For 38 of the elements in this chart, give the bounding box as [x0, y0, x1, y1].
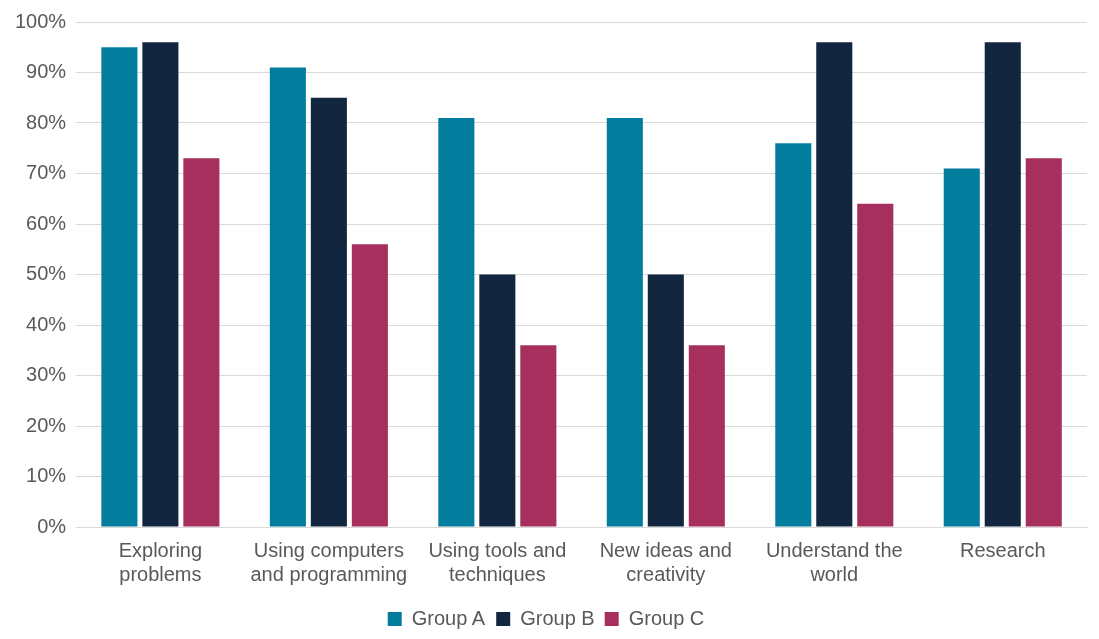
bar: [142, 42, 179, 527]
bar: [647, 274, 684, 527]
x-tick-label: Using tools and techniques: [428, 538, 567, 585]
bar: [943, 168, 980, 527]
y-tick-label: 80%: [26, 110, 67, 133]
y-tick-label: 20%: [26, 413, 67, 436]
bar: [606, 117, 643, 527]
y-tick-label: 70%: [26, 161, 67, 184]
x-tick-label: Exploring problems: [118, 538, 203, 585]
bar: [101, 47, 138, 527]
x-tick-label: Using computers and programming: [250, 538, 408, 585]
y-tick-label: 100%: [15, 9, 67, 32]
bar: [351, 244, 388, 527]
y-tick-label: 90%: [26, 60, 67, 83]
y-tick-label: 0%: [37, 514, 67, 537]
legend-label: Group B: [520, 606, 595, 629]
y-tick-label: 40%: [26, 312, 67, 335]
y-tick-label: 50%: [26, 262, 67, 285]
bar: [688, 345, 725, 527]
x-tick-label: New ideas and creativity: [599, 538, 732, 585]
bar: [438, 117, 475, 527]
bar: [775, 143, 812, 527]
legend-label: Group C: [628, 606, 705, 629]
bar: [857, 203, 894, 527]
bar: [984, 42, 1021, 527]
y-tick-label: 60%: [26, 211, 67, 234]
x-tick-label: Understand the world: [765, 538, 903, 585]
bar: [1025, 158, 1062, 527]
bar: [479, 274, 516, 527]
legend-label: Group A: [411, 606, 486, 629]
bar: [520, 345, 557, 527]
bar: [269, 67, 306, 527]
x-tick-label: Research: [959, 538, 1046, 561]
bar: [310, 97, 347, 527]
bar: [183, 158, 220, 527]
y-tick-label: 30%: [26, 363, 67, 386]
bar: [816, 42, 853, 527]
y-tick-label: 10%: [26, 464, 67, 487]
